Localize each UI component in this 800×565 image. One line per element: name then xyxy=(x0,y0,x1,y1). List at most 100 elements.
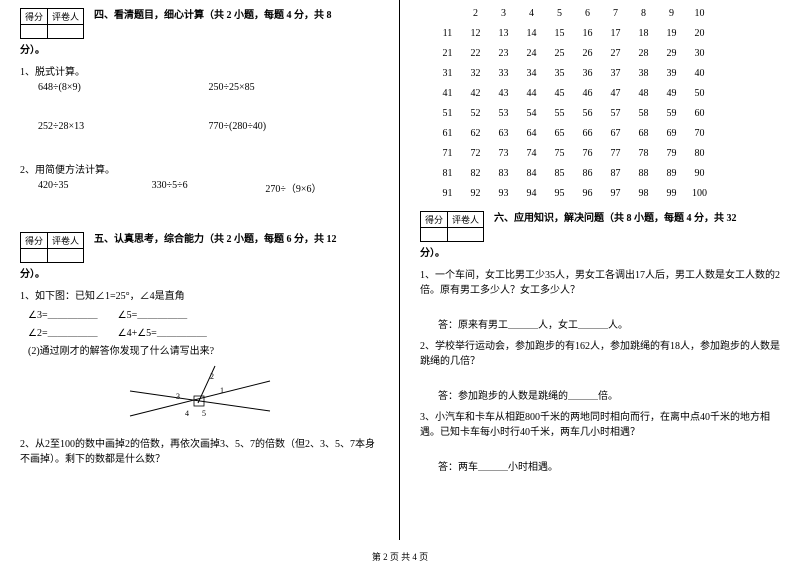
grid-cell: 94 xyxy=(522,188,541,199)
section6-title: 六、应用知识，解决问题（共 8 小题，每题 4 分，共 32 xyxy=(494,211,737,227)
left-column: 得分评卷人 四、看清题目，细心计算（共 2 小题，每题 4 分，共 8 分）。 … xyxy=(0,0,400,540)
grid-cell: 88 xyxy=(634,168,653,179)
grid-cell: 37 xyxy=(606,68,625,79)
number-grid: 0234567891011121314151617181920212223242… xyxy=(438,8,780,199)
grid-cell: 84 xyxy=(522,168,541,179)
grid-cell: 82 xyxy=(466,168,485,179)
grid-cell: 23 xyxy=(494,48,513,59)
grid-cell: 57 xyxy=(606,108,625,119)
angle-3: 3 xyxy=(176,392,180,401)
expr: 330÷5÷6 xyxy=(152,180,266,195)
s6-a1: 答：原来有男工＿＿＿人，女工＿＿＿人。 xyxy=(438,316,780,331)
angle-4: 4 xyxy=(185,409,189,418)
score-box-4: 得分评卷人 xyxy=(20,8,84,39)
expr: 252÷28×13 xyxy=(38,121,209,132)
s4-q2-row: 420÷35 330÷5÷6 270÷（9×6） xyxy=(38,180,379,195)
grid-cell: 5 xyxy=(550,8,569,19)
grid-cell: 10 xyxy=(690,8,709,19)
score-cell xyxy=(21,25,48,39)
grid-cell: 54 xyxy=(522,108,541,119)
grid-cell: 78 xyxy=(634,148,653,159)
judge-label: 评卷人 xyxy=(48,9,84,25)
grid-cell: 45 xyxy=(550,88,569,99)
grid-cell: 69 xyxy=(662,128,681,139)
grid-cell: 71 xyxy=(438,148,457,159)
grid-cell: 4 xyxy=(522,8,541,19)
grid-cell: 56 xyxy=(578,108,597,119)
grid-cell: 83 xyxy=(494,168,513,179)
grid-cell: 74 xyxy=(522,148,541,159)
section4-header: 得分评卷人 四、看清题目，细心计算（共 2 小题，每题 4 分，共 8 xyxy=(20,8,379,43)
expr: 250÷25×85 xyxy=(209,82,380,93)
grid-cell: 79 xyxy=(662,148,681,159)
judge-cell xyxy=(48,25,84,39)
s4-q1-row2: 252÷28×13 770÷(280÷40) xyxy=(38,121,379,132)
angle-1: 1 xyxy=(220,386,224,395)
grid-cell: 41 xyxy=(438,88,457,99)
score-cell xyxy=(421,228,448,242)
grid-cell: 90 xyxy=(690,168,709,179)
grid-cell: 73 xyxy=(494,148,513,159)
grid-cell: 32 xyxy=(466,68,485,79)
grid-cell: 47 xyxy=(606,88,625,99)
grid-cell: 81 xyxy=(438,168,457,179)
grid-cell: 66 xyxy=(578,128,597,139)
grid-cell: 2 xyxy=(466,8,485,19)
grid-cell: 86 xyxy=(578,168,597,179)
page-footer: 第 2 页 共 4 页 xyxy=(0,550,800,563)
score-box-6: 得分评卷人 xyxy=(420,211,484,242)
grid-cell: 33 xyxy=(494,68,513,79)
grid-cell: 96 xyxy=(578,188,597,199)
grid-cell: 39 xyxy=(662,68,681,79)
s4-q1-row1: 648÷(8×9) 250÷25×85 xyxy=(38,82,379,93)
s5-q1c: (2)通过刚才的解答你发现了什么请写出来? xyxy=(28,342,379,357)
s6-a2: 答：参加跑步的人数是跳绳的＿＿＿倍。 xyxy=(438,387,780,402)
angle-diagram: 2 1 3 4 5 xyxy=(120,361,280,431)
section4-suffix: 分）。 xyxy=(20,43,379,59)
grid-cell: 95 xyxy=(550,188,569,199)
judge-cell xyxy=(48,249,84,263)
grid-cell: 42 xyxy=(466,88,485,99)
grid-cell: 19 xyxy=(662,28,681,39)
s6-q3: 3、小汽车和卡车从相距800千米的两地同时相向而行，在离中点40千米的地方相遇。… xyxy=(420,408,780,438)
s6-q2: 2、学校举行运动会，参加跑步的有162人，参加跳绳的有18人，参加跑步的人数是跳… xyxy=(420,337,780,367)
grid-cell: 65 xyxy=(550,128,569,139)
grid-cell: 46 xyxy=(578,88,597,99)
grid-cell: 63 xyxy=(494,128,513,139)
grid-cell: 64 xyxy=(522,128,541,139)
grid-cell: 48 xyxy=(634,88,653,99)
s5-q2: 2、从2至100的数中画掉2的倍数，再依次画掉3、5、7的倍数（但2、3、5、7… xyxy=(20,435,379,465)
grid-cell: 27 xyxy=(606,48,625,59)
s4-q2: 2、用简便方法计算。 xyxy=(20,161,379,176)
grid-cell: 22 xyxy=(466,48,485,59)
grid-cell: 29 xyxy=(662,48,681,59)
expr: 420÷35 xyxy=(38,180,152,195)
grid-cell: 30 xyxy=(690,48,709,59)
grid-cell: 70 xyxy=(690,128,709,139)
grid-cell: 87 xyxy=(606,168,625,179)
grid-cell: 13 xyxy=(494,28,513,39)
angle-2: 2 xyxy=(210,372,214,381)
grid-cell: 49 xyxy=(662,88,681,99)
grid-cell: 36 xyxy=(578,68,597,79)
grid-cell: 3 xyxy=(494,8,513,19)
grid-cell: 72 xyxy=(466,148,485,159)
grid-cell: 12 xyxy=(466,28,485,39)
angle-5: 5 xyxy=(202,409,206,418)
expr: 770÷(280÷40) xyxy=(209,121,380,132)
grid-cell: 91 xyxy=(438,188,457,199)
grid-cell: 7 xyxy=(606,8,625,19)
grid-cell: 15 xyxy=(550,28,569,39)
judge-cell xyxy=(448,228,484,242)
grid-cell: 20 xyxy=(690,28,709,39)
s6-q1: 1、一个车间，女工比男工少35人，男女工各调出17人后，男工人数是女工人数的2倍… xyxy=(420,266,780,296)
grid-cell: 85 xyxy=(550,168,569,179)
score-cell xyxy=(21,249,48,263)
grid-cell: 51 xyxy=(438,108,457,119)
grid-cell: 68 xyxy=(634,128,653,139)
grid-cell: 55 xyxy=(550,108,569,119)
grid-cell: 24 xyxy=(522,48,541,59)
grid-cell: 52 xyxy=(466,108,485,119)
s5-q1: 1、如下图：已知∠1=25°，∠4是直角 xyxy=(20,287,379,302)
grid-cell: 97 xyxy=(606,188,625,199)
